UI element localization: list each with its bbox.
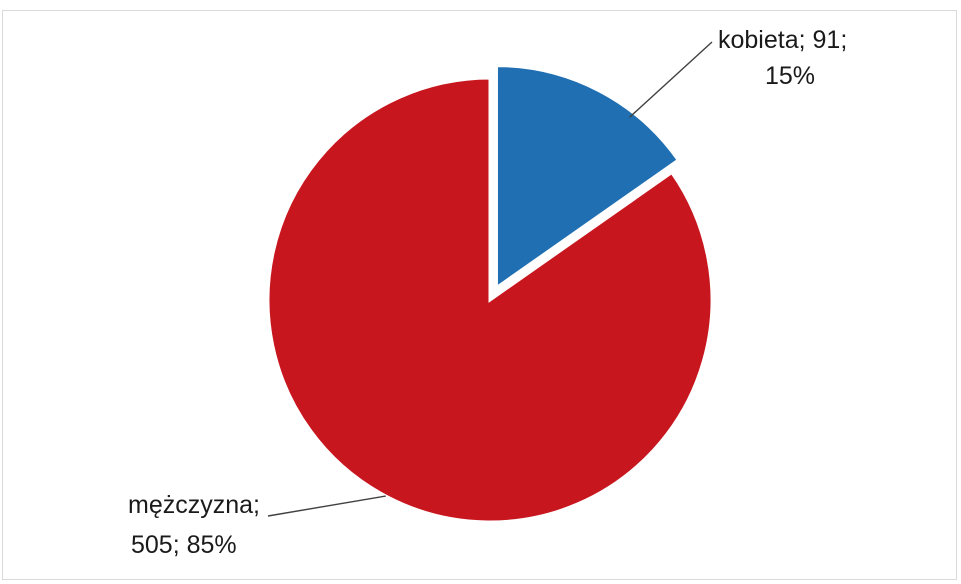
pie-slice-kobieta	[494, 64, 681, 291]
label-mezczyzna-line1: mężczyzna;	[128, 491, 260, 519]
leader-line-mezczyzna	[267, 495, 386, 517]
label-kobieta-line2: 15%	[765, 62, 815, 90]
leader-line-kobieta	[628, 41, 713, 118]
slices-layer	[266, 64, 714, 524]
label-kobieta: kobieta; 91; 15%	[718, 26, 847, 90]
chart-border	[2, 10, 957, 580]
leader-lines	[267, 41, 713, 517]
label-mezczyzna-line2: 505; 85%	[131, 531, 237, 559]
label-mezczyzna: mężczyzna; 505; 85%	[128, 491, 260, 559]
pie-slice-mezczyzna	[266, 76, 714, 524]
label-kobieta-line1: kobieta; 91;	[718, 26, 847, 54]
